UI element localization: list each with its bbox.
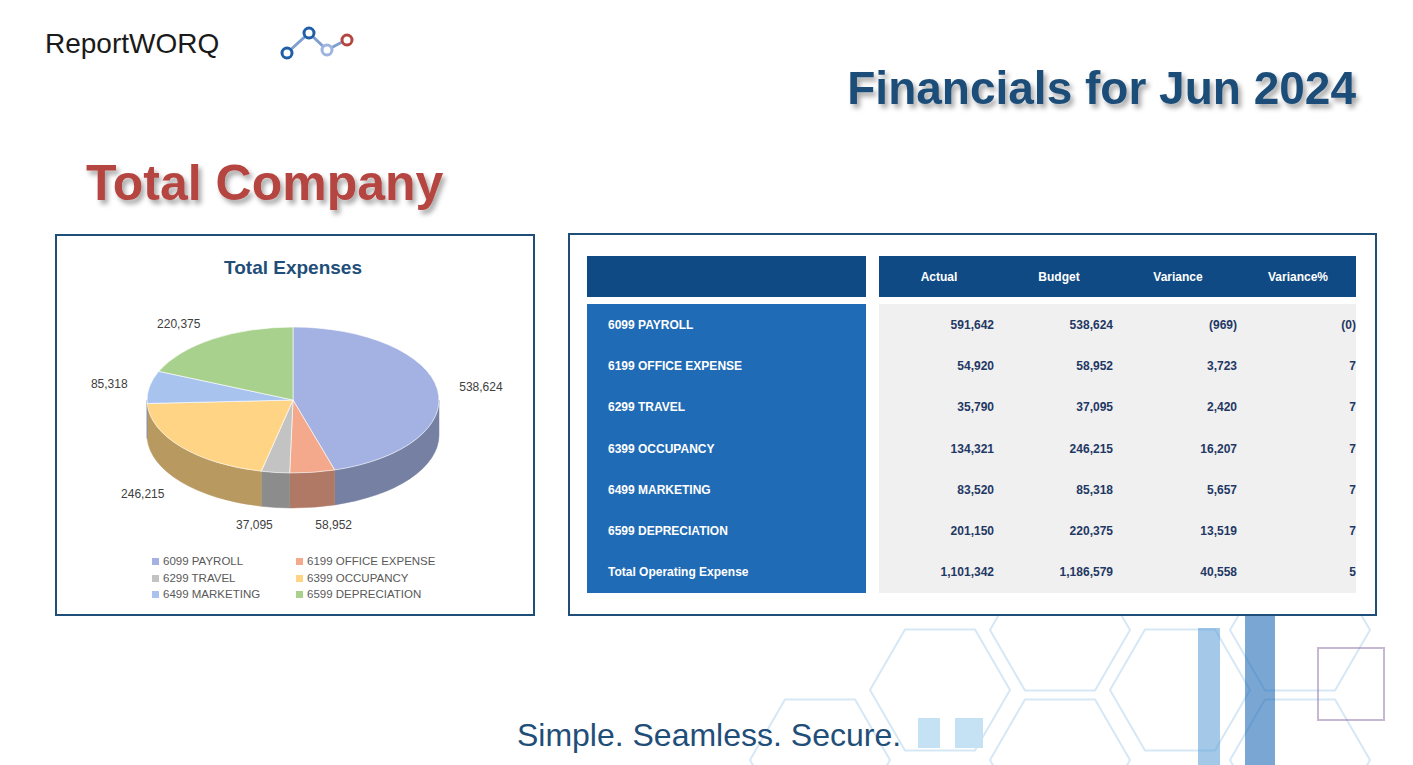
table-cell: 5	[1349, 565, 1356, 579]
logo-line	[287, 33, 346, 53]
row-label: Total Operating Expense	[608, 565, 749, 579]
logo-text: ReportWORQ	[45, 28, 219, 59]
table-cell: 7	[1349, 524, 1356, 538]
logo-node	[322, 45, 332, 55]
logo-icon	[282, 28, 352, 58]
decor-bar	[1245, 600, 1275, 765]
data-label: 85,318	[91, 377, 128, 391]
table-cell: 7	[1349, 400, 1356, 414]
page-title: Financials for Jun 2024	[847, 62, 1356, 114]
table-cell: 220,375	[1070, 524, 1114, 538]
legend-label: 6499 MARKETING	[163, 588, 260, 600]
table-card	[569, 234, 1376, 615]
pie-slice	[159, 327, 293, 400]
row-label: 6299 TRAVEL	[608, 400, 685, 414]
pie-slice	[290, 400, 335, 473]
logo-node	[304, 28, 314, 38]
legend-swatch	[296, 591, 303, 598]
table-cell: 5,657	[1207, 483, 1237, 497]
table-cell: (0)	[1341, 318, 1356, 332]
section-title: Total Company	[86, 155, 444, 211]
table-cell: 35,790	[957, 400, 994, 414]
table-cell: 40,558	[1200, 565, 1237, 579]
table-cell: 201,150	[951, 524, 995, 538]
column-header: Variance	[1153, 270, 1203, 284]
hexagon	[990, 699, 1130, 765]
table-cell: (969)	[1209, 318, 1237, 332]
logo-node	[342, 35, 352, 45]
row-label: 6399 OCCUPANCY	[608, 442, 714, 456]
column-header: Actual	[921, 270, 958, 284]
data-label: 246,215	[121, 487, 165, 501]
table-cell: 83,520	[957, 483, 994, 497]
data-label: 538,624	[459, 380, 503, 394]
legend-swatch	[152, 591, 159, 598]
table-cell: 85,318	[1076, 483, 1113, 497]
table-cell: 3,723	[1207, 359, 1237, 373]
logo-node	[282, 48, 292, 58]
data-label: 58,952	[315, 518, 352, 532]
table-cell: 538,624	[1070, 318, 1114, 332]
row-label: 6599 DEPRECIATION	[608, 524, 728, 538]
row-label: 6099 PAYROLL	[608, 318, 693, 332]
table-cell: 591,642	[951, 318, 995, 332]
decor-square	[918, 718, 940, 748]
legend: 6099 PAYROLL 6199 OFFICE EXPENSE 6299 TRAV…	[152, 555, 436, 600]
table-cell: 7	[1349, 483, 1356, 497]
hexagon	[1110, 629, 1250, 750]
data-label: 220,375	[157, 317, 201, 331]
decor-square	[1318, 648, 1384, 720]
legend-label: 6199 OFFICE EXPENSE	[307, 555, 436, 567]
column-header: Variance%	[1268, 270, 1328, 284]
data-labels: 538,624 58,952 37,095 246,215 85,318 220,375	[91, 317, 503, 532]
pie-slice	[147, 400, 293, 471]
legend-label: 6299 TRAVEL	[163, 572, 236, 584]
table-body-bg	[879, 304, 1356, 593]
data-label: 37,095	[236, 518, 273, 532]
decor-bar	[1198, 628, 1220, 765]
chart-title: Total Expenses	[224, 257, 362, 278]
chart-card	[56, 235, 534, 615]
table-cell: 134,321	[951, 442, 995, 456]
table-cell: 7	[1349, 442, 1356, 456]
legend-label: 6099 PAYROLL	[163, 555, 244, 567]
legend-swatch	[152, 575, 159, 582]
table-cell: 54,920	[957, 359, 994, 373]
pie-slice-side	[290, 470, 335, 508]
table-cell: 16,207	[1200, 442, 1237, 456]
row-label: 6199 OFFICE EXPENSE	[608, 359, 742, 373]
pie-slice-side	[261, 471, 289, 508]
legend-label: 6399 OCCUPANCY	[307, 572, 409, 584]
table-cell: 37,095	[1076, 400, 1113, 414]
table-header-corner	[587, 256, 866, 297]
slide: ReportWORQ Financials for Jun 2024 Total C…	[0, 0, 1413, 765]
table-cell: 58,952	[1076, 359, 1113, 373]
table-cell: 246,215	[1070, 442, 1114, 456]
row-label: 6499 MARKETING	[608, 483, 711, 497]
legend-swatch	[296, 575, 303, 582]
table-header	[879, 256, 1356, 297]
column-header: Budget	[1038, 270, 1079, 284]
legend-swatch	[152, 558, 159, 565]
table-cell: 1,101,342	[941, 565, 995, 579]
pie-tops	[147, 327, 439, 473]
table-cell: 2,420	[1207, 400, 1237, 414]
table-cell: 13,519	[1200, 524, 1237, 538]
tagline: Simple. Seamless. Secure.	[517, 717, 901, 753]
table-cell: 7	[1349, 359, 1356, 373]
table-cell: 1,186,579	[1060, 565, 1114, 579]
table-row-labels-bg	[587, 304, 866, 593]
legend-swatch	[296, 558, 303, 565]
decor-square	[955, 718, 983, 748]
legend-label: 6599 DEPRECIATION	[307, 588, 421, 600]
